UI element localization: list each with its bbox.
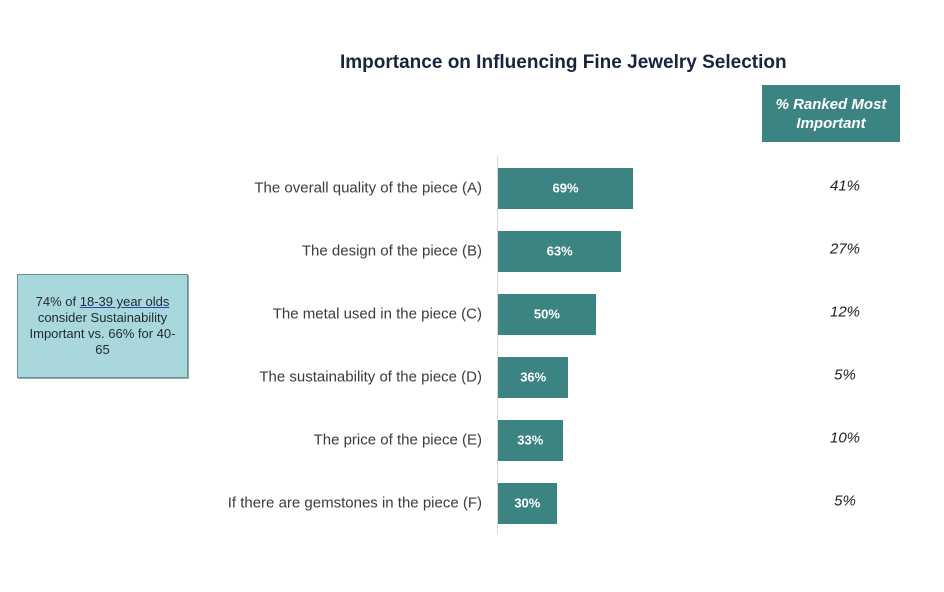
ranked-most-important-value: 5% xyxy=(834,366,856,384)
callout-underlined-age-group: 18-39 year olds xyxy=(79,294,170,309)
ranked-most-important-value: 12% xyxy=(829,303,861,321)
ranked-most-important-value: 27% xyxy=(829,240,861,258)
category-label: If there are gemstones in the piece (F) xyxy=(227,494,482,512)
bar-value-label: 30% xyxy=(514,495,541,511)
ranked-most-important-header: % Ranked Most Important xyxy=(762,85,900,142)
chart-title: Importance on Influencing Fine Jewelry S… xyxy=(340,52,787,73)
category-label: The overall quality of the piece (A) xyxy=(254,179,482,197)
ranked-header-label: % Ranked Most Important xyxy=(775,95,887,132)
bar-value-label: 63% xyxy=(546,243,573,259)
bar xyxy=(498,293,596,335)
bar xyxy=(498,167,633,209)
bar xyxy=(498,230,622,272)
bar-value-label: 69% xyxy=(552,180,579,196)
bar-value-label: 36% xyxy=(520,369,547,385)
category-axis-line xyxy=(497,156,498,534)
callout-text-end: consider Sustainability Important vs. 66… xyxy=(29,310,176,357)
ranked-most-important-value: 41% xyxy=(829,177,861,195)
sustainability-callout-box: 74% of 18-39 year olds consider Sustaina… xyxy=(17,274,188,378)
category-label: The design of the piece (B) xyxy=(301,242,482,260)
bar-value-label: 33% xyxy=(517,432,544,448)
ranked-most-important-value: 10% xyxy=(829,429,861,447)
bar xyxy=(498,482,557,524)
callout-text: 74% of 18-39 year olds consider Sustaina… xyxy=(18,294,187,358)
category-label: The sustainability of the piece (D) xyxy=(259,368,482,386)
category-label: The metal used in the piece (C) xyxy=(272,305,482,323)
ranked-most-important-value: 5% xyxy=(834,492,856,510)
callout-text-start: 74% of xyxy=(35,294,80,309)
bar-value-label: 50% xyxy=(533,306,560,322)
category-label: The price of the piece (E) xyxy=(313,431,482,449)
bar xyxy=(498,356,569,398)
bar xyxy=(498,419,563,461)
